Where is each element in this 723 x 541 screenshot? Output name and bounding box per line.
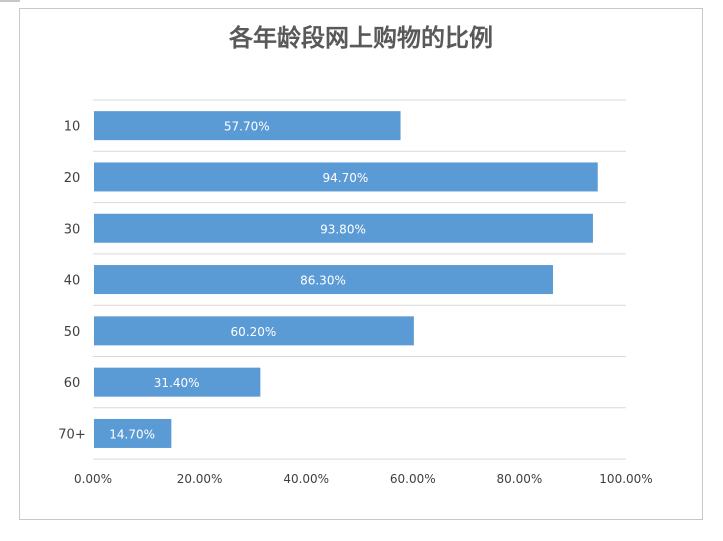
data-label: 93.80% <box>320 222 366 236</box>
data-label: 57.70% <box>224 120 270 134</box>
x-tick-labels: 0.00% 20.00% 40.00% 60.00% 80.00% 100.00% <box>74 472 653 486</box>
bar-20 <box>94 162 598 192</box>
data-labels: 57.70% 94.70% 93.80% 86.30% 60.20% 31.40% 14.7… <box>109 120 368 442</box>
x-tick-label: 100.00% <box>599 472 652 486</box>
category-labels: 10 20 30 40 50 60 70+ <box>58 120 85 443</box>
x-tick-label: 20.00% <box>177 472 223 486</box>
data-label: 94.70% <box>322 171 368 185</box>
bar-70+ <box>94 418 172 448</box>
category-label: 30 <box>64 222 81 237</box>
bars <box>94 111 598 448</box>
bar-30 <box>94 213 593 243</box>
bar-50 <box>94 316 414 346</box>
x-tick-label: 0.00% <box>74 472 112 486</box>
x-tick-label: 80.00% <box>497 472 543 486</box>
data-label: 60.20% <box>231 325 277 339</box>
category-label: 50 <box>64 325 81 340</box>
grid-lines <box>93 99 626 460</box>
bar-10 <box>94 111 401 141</box>
data-label: 14.70% <box>109 427 155 441</box>
bar-60 <box>94 367 261 397</box>
chart-title: 各年龄段网上购物的比例 <box>228 24 493 52</box>
data-label: 86.30% <box>300 274 346 288</box>
category-label: 20 <box>64 171 81 186</box>
x-tick-label: 60.00% <box>390 472 436 486</box>
x-tick-label: 40.00% <box>283 472 329 486</box>
bar-40 <box>94 265 553 295</box>
category-label: 40 <box>64 274 81 289</box>
category-label: 70+ <box>58 427 85 442</box>
category-label: 60 <box>64 376 81 391</box>
category-label: 10 <box>64 120 81 135</box>
data-label: 31.40% <box>154 376 200 390</box>
corner-mark <box>0 0 20 2</box>
